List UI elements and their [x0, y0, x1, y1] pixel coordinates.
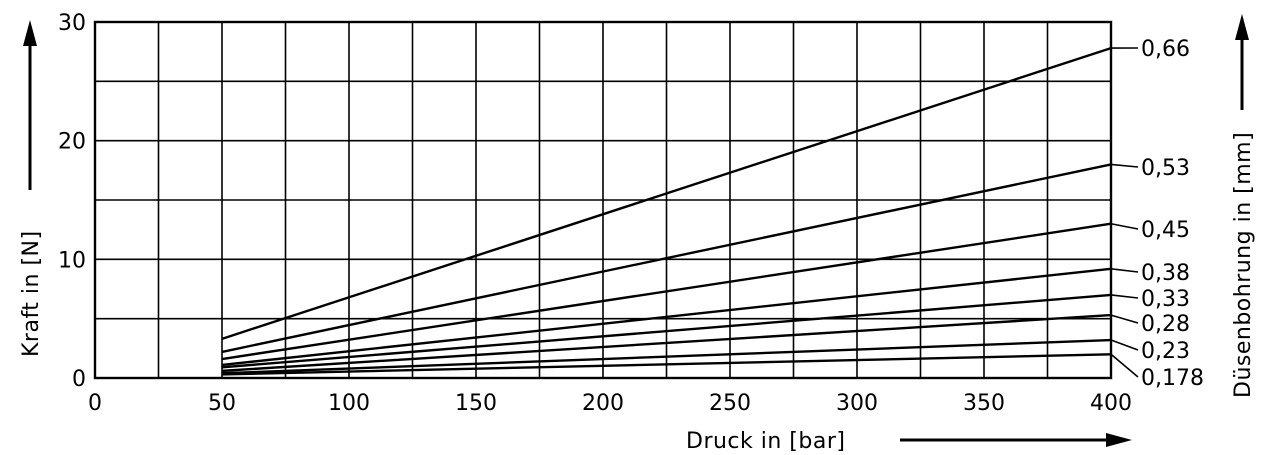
series-line	[221, 267, 1112, 367]
y2-axis-arrow	[1235, 14, 1249, 110]
series-line	[221, 313, 1112, 373]
x-tick-label: 400	[1090, 391, 1132, 416]
series-label: 0,45	[1141, 218, 1190, 243]
series-label: 0,38	[1141, 261, 1190, 286]
series-leader-line	[1110, 163, 1139, 168]
series-lines	[221, 46, 1112, 376]
series-line	[221, 293, 1112, 369]
x-tick-label: 50	[208, 391, 236, 416]
series-line	[221, 338, 1112, 375]
series-labels: 0,66 0,53 0,45 0,380,330,280,230,178	[1110, 37, 1204, 391]
y-tick-label: 10	[58, 248, 86, 273]
x-axis-arrow	[900, 433, 1132, 447]
plot-frame	[93, 20, 1113, 380]
x-tick-label: 100	[328, 391, 370, 416]
x-axis-label: Druck in [bar]	[686, 429, 845, 454]
x-tick-label: 200	[582, 391, 624, 416]
series-line	[221, 46, 1112, 340]
series-leader-line	[1110, 314, 1139, 324]
series-leader-line	[1110, 268, 1139, 273]
series-leader-line	[1110, 339, 1139, 351]
series-leader-line	[1110, 222, 1139, 230]
y-tick-label: 30	[58, 11, 86, 36]
series-label: 0,33	[1141, 287, 1190, 312]
series-label: 0,53	[1141, 156, 1190, 181]
y-axis-label: Kraft in [N]	[19, 230, 44, 357]
series-label: 0,28	[1141, 312, 1190, 337]
x-tick-label: 0	[88, 391, 102, 416]
y2-axis-label: Düsenbohrung in [mm]	[1231, 132, 1256, 398]
series-label: 0,66	[1141, 37, 1190, 62]
y-axis-arrow	[23, 20, 37, 190]
x-tick-label: 350	[963, 391, 1005, 416]
series-line	[221, 222, 1112, 361]
x-tick-label: 250	[709, 391, 751, 416]
series-leader-line	[1110, 294, 1139, 299]
x-tick-label: 150	[455, 391, 497, 416]
x-tick-label: 300	[836, 391, 878, 416]
series-line	[221, 163, 1112, 354]
x-tick-labels: 0 50 100 150 200 250 300 350 400	[88, 391, 1132, 416]
y-tick-labels: 0 10 20 30	[58, 11, 86, 392]
y-tick-label: 20	[58, 130, 86, 155]
y-tick-label: 0	[72, 367, 86, 392]
series-leader-line	[1110, 353, 1139, 378]
series-label: 0,178	[1141, 366, 1204, 391]
grid-lines	[95, 22, 1111, 378]
series-line	[221, 353, 1112, 376]
series-label: 0,23	[1141, 339, 1190, 364]
